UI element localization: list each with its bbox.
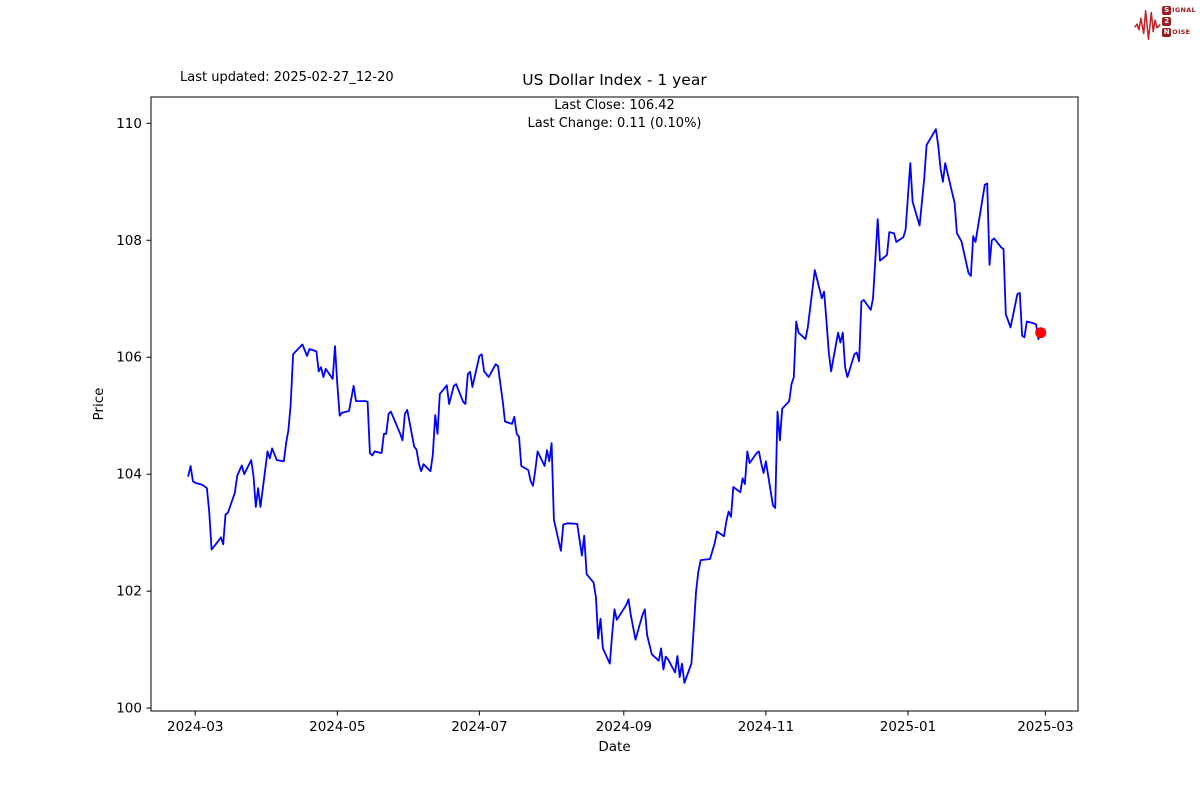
- logo-letter-2: 2: [1162, 16, 1172, 26]
- x-tick-label: 2024-05: [309, 719, 365, 735]
- logo-row-noise: N OISE: [1162, 27, 1196, 37]
- y-tick-label: 100: [116, 701, 142, 717]
- price-line: [187, 128, 1042, 684]
- logo-word-noise: OISE: [1172, 27, 1191, 36]
- logo-letter-s: S: [1162, 5, 1172, 15]
- x-tick-label: 2024-11: [738, 719, 794, 735]
- y-tick-label: 104: [116, 467, 142, 483]
- last-change-annotation: Last Change: 0.11 (0.10%): [527, 116, 702, 131]
- y-tick-label: 110: [116, 116, 142, 132]
- y-tick-label: 102: [116, 584, 142, 600]
- logo-letter-n: N: [1162, 27, 1172, 37]
- waveform-icon: [1134, 9, 1161, 40]
- signal2noise-logo: S IGNAL 2 N OISE: [1134, 3, 1196, 43]
- chart-title: US Dollar Index - 1 year: [522, 71, 707, 89]
- y-axis-label: Price: [91, 387, 107, 421]
- y-tick-label: 106: [116, 350, 142, 366]
- last-updated-text: Last updated: 2025-02-27_12-20: [180, 70, 394, 85]
- x-tick-label: 2025-03: [1017, 719, 1073, 735]
- logo-wordmark: S IGNAL 2 N OISE: [1162, 5, 1196, 37]
- x-tick-label: 2024-07: [451, 719, 507, 735]
- x-tick-label: 2024-03: [167, 719, 223, 735]
- x-axis-label: Date: [598, 739, 631, 755]
- last-price-dot: [1035, 327, 1047, 339]
- logo-row-signal: S IGNAL: [1162, 5, 1196, 15]
- logo-row-2: 2: [1162, 16, 1196, 26]
- last-close-annotation: Last Close: 106.42: [554, 98, 675, 113]
- x-tick-label: 2025-01: [880, 719, 936, 735]
- x-tick-label: 2024-09: [596, 719, 652, 735]
- y-tick-label: 108: [116, 233, 142, 249]
- plot-border: [150, 96, 1079, 712]
- logo-word-signal: IGNAL: [1172, 5, 1196, 14]
